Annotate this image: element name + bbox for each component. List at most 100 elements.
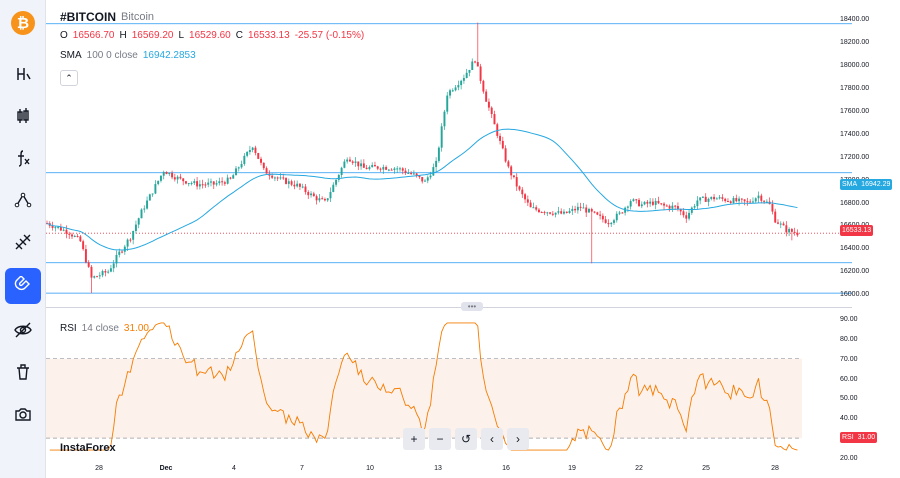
rsi-axis-label: 50.00 (840, 395, 858, 403)
candle-body (437, 147, 440, 161)
candle-body (576, 206, 579, 211)
magnet-icon[interactable] (5, 268, 41, 304)
candle-body (418, 175, 421, 178)
candle-body (373, 165, 376, 167)
rsi-params: 14 close (81, 323, 119, 334)
candle-body (571, 208, 574, 211)
candle-type-icon[interactable] (5, 98, 41, 134)
candle-body (624, 207, 627, 213)
indicators-fx-icon[interactable] (5, 140, 41, 176)
candle-body (279, 177, 282, 179)
text-tool-icon[interactable] (5, 56, 41, 92)
time-axis-label: 28 (771, 465, 779, 472)
candle-body (229, 177, 232, 179)
candle-body (443, 111, 446, 127)
candle-body (710, 196, 713, 199)
candle-body (554, 212, 557, 215)
candle-body (610, 222, 613, 225)
last-price-value: 16533.13 (842, 227, 872, 234)
candle-body (421, 177, 424, 182)
candle-body (304, 186, 307, 193)
candle-body (454, 87, 457, 91)
candle-body (640, 204, 643, 207)
candle-body (323, 199, 326, 201)
candle-body (157, 180, 160, 185)
candle-body (774, 211, 777, 223)
candle-body (679, 209, 682, 212)
candle-body (626, 206, 629, 208)
candle-body (407, 172, 410, 174)
candle-body (496, 124, 499, 136)
pane-resize-handle[interactable]: ••• (461, 302, 483, 311)
candle-body (246, 151, 249, 156)
candle-body (693, 206, 696, 208)
candle-body (143, 208, 146, 210)
candle-body (512, 175, 515, 178)
candle-body (549, 212, 552, 214)
zoom-out-button[interactable]: − (429, 428, 451, 450)
sma-name: SMA (60, 50, 82, 61)
symbol-ticker[interactable]: #BITCOIN (60, 10, 117, 24)
candle-body (465, 72, 468, 78)
candle-body (574, 208, 577, 211)
price-chart-canvas[interactable] (46, 0, 900, 478)
candle-body (404, 170, 407, 174)
screenshot-icon[interactable] (5, 396, 41, 432)
candle-body (271, 175, 274, 178)
candle-body (159, 175, 162, 181)
hide-drawings-icon[interactable] (5, 312, 41, 348)
low-label: L (178, 30, 185, 41)
candle-body (654, 200, 657, 205)
candle-body (354, 161, 357, 163)
sma-legend[interactable]: SMA 100 0 close 16942.2853 (60, 50, 196, 61)
candle-body (529, 202, 532, 208)
candle-body (657, 200, 660, 204)
zoom-in-button[interactable]: + (403, 428, 425, 450)
high-value: 16569.20 (131, 30, 174, 41)
scroll-right-button[interactable]: › (507, 428, 529, 450)
candle-body (607, 222, 610, 225)
candle-body (510, 166, 513, 176)
candle-body (507, 161, 510, 167)
candle-body (688, 212, 691, 219)
scroll-left-button[interactable]: ‹ (481, 428, 503, 450)
candle-body (588, 208, 590, 213)
candle-body (596, 212, 599, 215)
candle-body (732, 198, 735, 203)
candle-body (343, 161, 346, 168)
candle-body (118, 251, 121, 255)
candle-body (187, 183, 190, 185)
candle-body (84, 249, 87, 263)
rsi-axis-label: 80.00 (840, 335, 858, 343)
candle-body (493, 114, 496, 125)
reset-chart-button[interactable]: ↺ (455, 428, 477, 450)
candle-body (282, 177, 285, 179)
candle-body (290, 181, 293, 185)
candle-body (315, 196, 318, 201)
candle-body (449, 90, 451, 96)
candle-body (746, 201, 749, 203)
candle-body (301, 186, 304, 188)
candle-body (618, 212, 621, 214)
candle-body (760, 195, 763, 201)
candle-body (198, 184, 201, 187)
bitcoin-logo-icon[interactable]: ₿ (11, 11, 35, 35)
candle-body (134, 224, 137, 231)
candle-body (123, 246, 126, 252)
rsi-legend[interactable]: RSI 14 close 31.00 (60, 323, 149, 334)
candle-body (593, 211, 596, 213)
chart-area[interactable]: #BITCOIN Bitcoin O 16566.70 H 16569.20 L… (46, 0, 900, 478)
candle-body (765, 201, 768, 203)
candle-body (738, 198, 741, 202)
fib-tool-icon[interactable] (5, 224, 41, 260)
candle-body (396, 168, 399, 170)
trendline-icon[interactable] (5, 182, 41, 218)
price-axis-label: 16000.00 (840, 291, 870, 299)
candle-body (462, 77, 465, 81)
clear-drawings-icon[interactable] (5, 354, 41, 390)
collapse-legend-button[interactable]: ⌃ (60, 70, 78, 86)
candle-body (515, 177, 518, 187)
candle-body (643, 201, 646, 205)
candle-body (560, 211, 563, 214)
candle-body (704, 196, 707, 202)
